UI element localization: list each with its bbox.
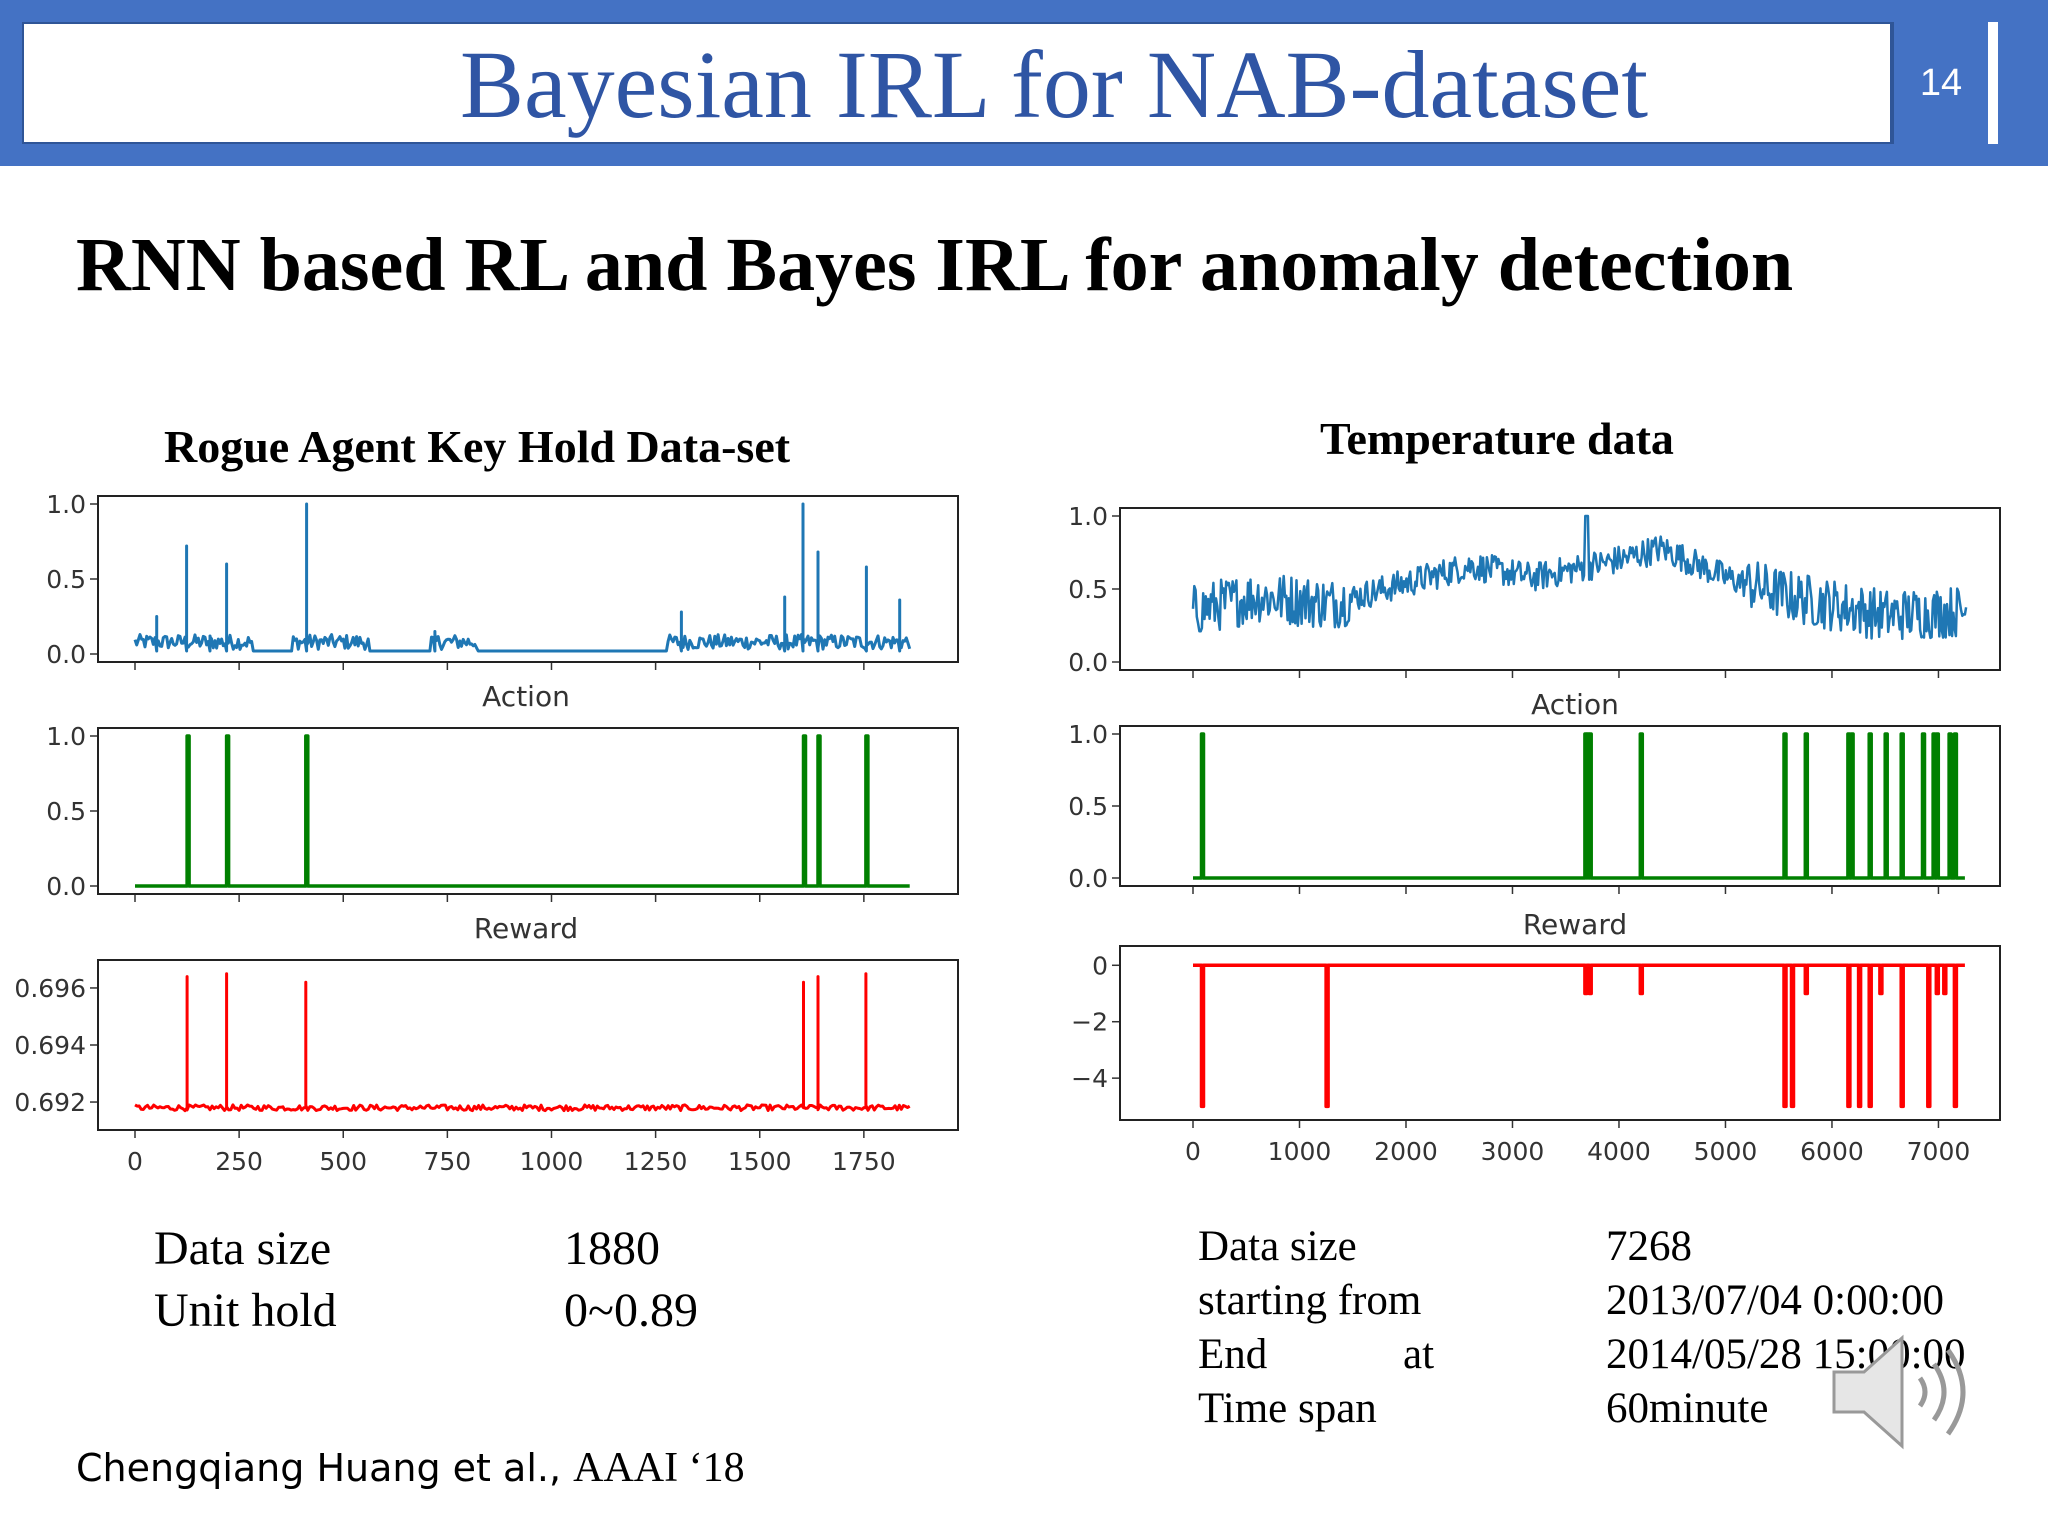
y-tick-label: 0.5 <box>46 797 86 826</box>
left-action-series-line <box>135 734 910 888</box>
x-tick-label: 2000 <box>1374 1137 1438 1166</box>
x-tick-label: 0 <box>1185 1137 1201 1166</box>
plot-frame <box>97 495 959 663</box>
subplot-title: Reward <box>474 912 578 945</box>
info-value-time-span: 60minute <box>1606 1385 1769 1432</box>
left-info-values: 1880 0~0.89 <box>564 1218 698 1342</box>
slide-subtitle: RNN based RL and Bayes IRL for anomaly d… <box>76 223 1794 307</box>
speaker-volume-icon[interactable] <box>1830 1328 1990 1456</box>
left-subplot-data: 0.0 0.5 1.0 <box>46 490 959 670</box>
plot-frame <box>1119 945 2001 1121</box>
x-tick-label: 1000 <box>1268 1137 1332 1166</box>
plot-frame <box>1119 725 2001 887</box>
y-tick-label: 0 <box>1092 951 1108 980</box>
y-tick-label: 1.0 <box>46 490 86 519</box>
y-tick-label: 0.696 <box>14 974 86 1003</box>
citation-authors: Chengqiang Huang et al., <box>76 1446 574 1490</box>
right-chart: 0.0 0.5 1.0 Action 0.0 0.5 1.0 Reward −4 −2 0 0 1000… <box>1068 502 2001 1166</box>
x-tick-label: 250 <box>215 1147 263 1176</box>
y-tick-label: 1.0 <box>46 722 86 751</box>
y-tick-label: 0.5 <box>1068 575 1108 604</box>
page-number: 14 <box>1892 22 1988 144</box>
subplot-title: Reward <box>1523 908 1627 941</box>
info-label-end: End <box>1198 1331 1268 1378</box>
header-right-edge <box>1988 22 1998 144</box>
subplot-title: Action <box>482 680 570 713</box>
x-tick-label: 4000 <box>1587 1137 1651 1166</box>
right-data-series-line <box>1191 514 1968 641</box>
left-panel-title: Rogue Agent Key Hold Data-set <box>164 421 791 472</box>
slide-title: Bayesian IRL for NAB-dataset <box>459 31 1649 138</box>
left-subplot-reward: Reward 0.692 0.694 0.696 0 250 500 750 1000 1250 1… <box>14 912 959 1176</box>
x-tick-label: 750 <box>424 1147 472 1176</box>
info-label-time-span: Time span <box>1198 1385 1377 1432</box>
info-label-starting-from: starting from <box>1198 1277 1422 1324</box>
y-tick-label: 1.0 <box>1068 720 1108 749</box>
info-label-end-row: End at <box>1198 1328 1438 1382</box>
header-title-box: Bayesian IRL for NAB-dataset <box>22 22 1892 144</box>
subplot-title: Action <box>1531 688 1619 721</box>
left-chart: 0.0 0.5 1.0 Action 0.0 0.5 1.0 Reward 0.692 0.694… <box>14 490 959 1176</box>
right-subplot-reward: Reward −4 −2 0 0 1000 2000 3000 4000 5000 6000 7000 <box>1071 908 2001 1166</box>
y-tick-label: 1.0 <box>1068 502 1108 531</box>
right-reward-series-line <box>1193 963 1965 1109</box>
citation: Chengqiang Huang et al., AAAI ‘18 <box>76 1444 745 1492</box>
right-subplot-data: 0.0 0.5 1.0 <box>1068 502 2001 678</box>
info-value-data-size: 1880 <box>564 1222 660 1275</box>
left-subplot-action: Action 0.0 0.5 1.0 <box>46 680 959 902</box>
info-label-end-at: at <box>1403 1331 1435 1378</box>
y-tick-label: 0.0 <box>1068 648 1108 677</box>
x-tick-label: 1000 <box>520 1147 584 1176</box>
info-value-data-size: 7268 <box>1606 1223 1692 1270</box>
info-value-unit-hold: 0~0.89 <box>564 1284 698 1337</box>
info-label-data-size: Data size <box>154 1222 332 1275</box>
y-tick-label: 0.5 <box>46 565 86 594</box>
x-tick-label: 500 <box>319 1147 367 1176</box>
plot-frame <box>1119 507 2001 671</box>
citation-venue: AAAI ‘18 <box>573 1445 745 1491</box>
x-tick-label: 1750 <box>832 1147 896 1176</box>
x-tick-label: 6000 <box>1800 1137 1864 1166</box>
info-value-start: 2013/07/04 0:00:00 <box>1606 1277 1945 1324</box>
right-info-labels: Data size starting from End at Time span <box>1198 1220 1438 1436</box>
y-tick-label: 0.0 <box>46 640 86 669</box>
left-reward-series-line <box>134 972 911 1113</box>
info-label-data-size: Data size <box>1198 1223 1357 1270</box>
y-tick-label: 0.0 <box>1068 864 1108 893</box>
left-info-labels: Data size Unit hold <box>154 1218 337 1342</box>
y-tick-label: 0.5 <box>1068 792 1108 821</box>
y-tick-label: −2 <box>1071 1008 1108 1037</box>
x-tick-label: 7000 <box>1907 1137 1971 1166</box>
info-label-unit-hold: Unit hold <box>154 1284 337 1337</box>
right-action-series-line <box>1193 732 1965 880</box>
y-tick-label: −4 <box>1071 1064 1108 1093</box>
y-tick-label: 0.694 <box>14 1031 86 1060</box>
y-tick-label: 0.0 <box>46 872 86 901</box>
right-panel-title: Temperature data <box>1320 413 1674 464</box>
x-tick-label: 5000 <box>1694 1137 1758 1166</box>
right-subplot-action: Action 0.0 0.5 1.0 <box>1068 688 2001 894</box>
left-data-series-line <box>133 502 912 653</box>
info-value-end: 2014/05/28 15:00:00 <box>1606 1331 1966 1378</box>
y-tick-label: 0.692 <box>14 1088 86 1117</box>
x-tick-label: 1250 <box>624 1147 688 1176</box>
x-tick-label: 0 <box>127 1147 143 1176</box>
x-tick-label: 3000 <box>1481 1137 1545 1166</box>
x-tick-label: 1500 <box>728 1147 792 1176</box>
plot-frame <box>97 727 959 895</box>
plot-frame <box>97 959 959 1131</box>
right-info-values: 7268 2013/07/04 0:00:00 2014/05/28 15:00… <box>1606 1220 1966 1436</box>
